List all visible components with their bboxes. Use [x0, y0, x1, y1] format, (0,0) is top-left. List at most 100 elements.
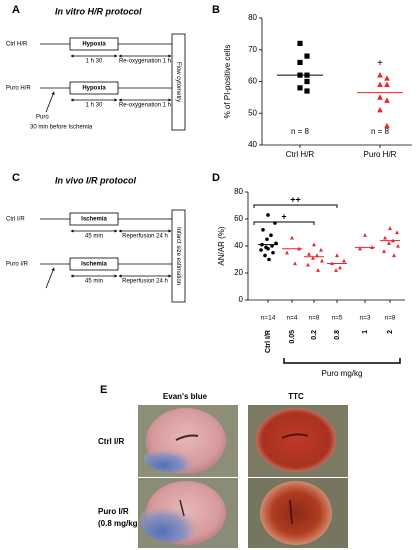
data-point: [259, 248, 263, 252]
significance-label: ++: [290, 194, 301, 204]
data-point: [266, 213, 270, 217]
significance-bracket: [253, 221, 315, 225]
row-label: Puro H/R: [6, 86, 31, 92]
data-point: [269, 233, 273, 237]
data-point: [377, 94, 383, 100]
data-point: [297, 59, 303, 66]
data-point: [335, 253, 339, 258]
data-point: [384, 75, 390, 81]
y-tick-label: 40: [234, 241, 243, 250]
phase-box: [69, 81, 119, 95]
treatment-note: 30 min before Ischemia: [30, 125, 93, 131]
y-tick-label: 20: [234, 268, 243, 277]
treatment-arrow: [45, 267, 55, 289]
duration-label: 45 min: [85, 234, 103, 240]
n-label: n=14: [261, 315, 276, 322]
cavity: [175, 434, 199, 441]
data-point: [384, 97, 390, 103]
readout-label: Flow cytometry: [175, 62, 181, 102]
duration-label: 45 min: [85, 279, 103, 285]
data-point: [387, 241, 391, 245]
data-point: [290, 235, 294, 240]
column-label: TTC: [288, 392, 304, 401]
x-tick-label: Ctrl H/R: [286, 150, 315, 159]
cavity: [289, 499, 293, 525]
y-tick-label: 70: [248, 45, 257, 54]
row-label: Ctrl H/R: [6, 42, 28, 48]
panel-a: A In vitro H/R protocol Ctrl H/R Hypoxia…: [6, 4, 186, 131]
data-point: [297, 40, 303, 46]
stain: [140, 498, 204, 542]
panel-letter: B: [212, 4, 220, 16]
treatment-arrow: [45, 91, 55, 113]
n-label: n=4: [286, 315, 297, 322]
data-point: [377, 81, 383, 88]
data-point: [266, 246, 270, 251]
data-point: [265, 237, 269, 242]
y-tick-label: 50: [248, 108, 257, 117]
annotation: +: [377, 58, 383, 69]
duration-label: Reperfusion 24 h: [122, 234, 168, 240]
n-label: n = 8: [371, 127, 390, 136]
x-tick-label: 1: [362, 330, 369, 334]
data-point: [271, 250, 275, 255]
n-label: n=8: [384, 315, 395, 322]
data-point: [304, 53, 310, 59]
panel-e: E Evan's blue TTC Ctrl I/R Puro I/R (0.8…: [98, 384, 348, 548]
heart-section: [260, 481, 332, 545]
readout-box: [171, 33, 186, 131]
panel-title: In vivo I/R protocol: [55, 175, 137, 185]
phase-label: Ischemia: [81, 262, 107, 268]
phase-label: Ischemia: [81, 217, 107, 223]
significance-label: +: [281, 211, 286, 221]
panel-letter: A: [12, 4, 20, 16]
panel-letter: C: [12, 172, 20, 184]
y-tick-label: 60: [234, 214, 243, 223]
row-label: (0.8 mg/kg): [98, 519, 141, 528]
data-point: [358, 246, 362, 251]
panel-letter: D: [212, 172, 220, 184]
phase-box: [69, 37, 119, 51]
x-tick-label: 2: [387, 330, 394, 334]
panel-title: In vitro H/R protocol: [55, 6, 142, 16]
data-point: [261, 228, 265, 232]
duration-label: 1 h 30: [86, 59, 103, 65]
readout-box: [171, 209, 186, 303]
dose-bracket: [283, 358, 401, 364]
data-point: [304, 88, 310, 94]
data-point: [363, 233, 367, 237]
row-label: Ctrl I/R: [6, 217, 25, 223]
y-tick-label: 80: [234, 187, 243, 196]
data-point: [396, 243, 400, 248]
phase-box: [69, 257, 119, 271]
data-point: [377, 72, 383, 78]
n-label: n=8: [308, 315, 319, 322]
data-point: [384, 122, 390, 129]
data-point: [263, 253, 267, 258]
data-point: [319, 247, 323, 252]
row-label: Puro I/R: [6, 262, 29, 268]
panel-letter: E: [100, 384, 107, 396]
data-point: [312, 242, 316, 247]
phase-label: Hypoxia: [82, 42, 106, 48]
y-tick-label: 40: [248, 140, 257, 149]
data-point: [307, 251, 311, 256]
n-label: n=3: [359, 315, 370, 322]
dose-label: Puro mg/kg: [322, 369, 363, 378]
stain: [144, 444, 200, 472]
data-point: [315, 253, 319, 258]
x-tick-label: Ctrl I/R: [265, 330, 272, 353]
y-axis-label: % of PI-positive cells: [223, 45, 232, 119]
y-tick-label: 60: [248, 77, 257, 86]
data-point: [311, 255, 315, 260]
data-point: [342, 258, 346, 263]
y-tick-label: 0: [239, 295, 244, 304]
y-tick-label: 80: [248, 13, 257, 22]
data-point: [304, 78, 310, 85]
data-point: [320, 258, 324, 263]
n-label: n=5: [331, 315, 342, 322]
cavity: [281, 433, 309, 439]
data-point: [338, 265, 342, 270]
